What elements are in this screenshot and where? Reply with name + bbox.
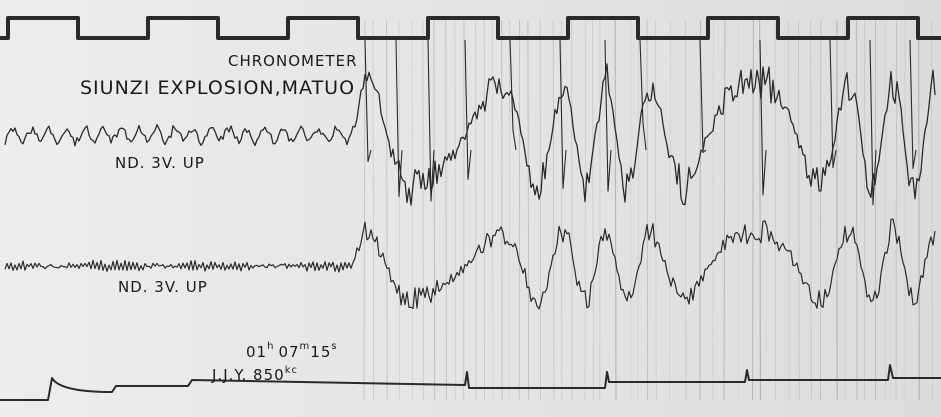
- seconds: 15: [310, 343, 331, 361]
- spike: [909, 39, 917, 170]
- trace-label: ND. 3V. UP: [118, 278, 208, 296]
- streak: [398, 19, 400, 401]
- time-label: 01h 07m15s: [246, 341, 338, 361]
- station-label: J.J.Y. 850kc: [211, 365, 298, 384]
- streak: [363, 19, 366, 401]
- record-title: SIUNZI EXPLOSION,MATUO: [80, 77, 355, 99]
- streak: [669, 19, 671, 401]
- streak: [422, 19, 425, 401]
- spike: [604, 39, 612, 192]
- streak: [820, 19, 822, 401]
- traces: [0, 16, 941, 401]
- time-signal-trace: [0, 364, 941, 401]
- spike: [699, 39, 707, 153]
- minutes: 07: [278, 343, 299, 361]
- spike: [759, 39, 767, 196]
- streak: [752, 19, 754, 401]
- chronometer-trace: [0, 16, 941, 40]
- streak: [614, 19, 617, 401]
- streak: [895, 19, 898, 401]
- hours: 01: [246, 343, 267, 361]
- streak: [454, 19, 457, 401]
- streak: [637, 19, 639, 401]
- spike: [364, 39, 372, 163]
- spike: [509, 39, 517, 151]
- trace-label: ND. 3V. UP: [115, 154, 205, 172]
- streak: [723, 19, 726, 401]
- streak: [592, 19, 594, 401]
- streak: [788, 19, 790, 401]
- spike: [427, 39, 435, 202]
- streak: [552, 19, 555, 401]
- streak: [855, 19, 858, 401]
- spike: [639, 39, 647, 151]
- chronometer-label: CHRONOMETER: [228, 52, 358, 70]
- streak: [386, 19, 388, 401]
- seismic-trace: [4, 63, 936, 206]
- hours-unit: h: [267, 341, 274, 352]
- streak: [655, 19, 657, 401]
- streak: [629, 19, 632, 401]
- streak: [491, 19, 494, 401]
- minutes-unit: m: [300, 341, 311, 352]
- seismic-trace: [4, 218, 936, 310]
- station-unit: kc: [285, 365, 298, 376]
- streak: [798, 19, 800, 401]
- film-streaks: [363, 19, 933, 401]
- seconds-unit: s: [331, 341, 337, 352]
- spike: [559, 39, 567, 189]
- streak: [884, 19, 886, 401]
- streak: [445, 19, 448, 401]
- spike: [869, 39, 877, 206]
- streak: [774, 19, 777, 401]
- streak: [527, 19, 530, 401]
- spike: [464, 39, 472, 180]
- streak: [584, 19, 587, 401]
- streak: [571, 19, 573, 401]
- spike: [829, 39, 837, 169]
- spike: [395, 39, 403, 198]
- station-name: J.J.Y. 850: [211, 366, 285, 384]
- streak: [699, 19, 702, 401]
- streak: [918, 19, 920, 401]
- streak: [433, 19, 436, 401]
